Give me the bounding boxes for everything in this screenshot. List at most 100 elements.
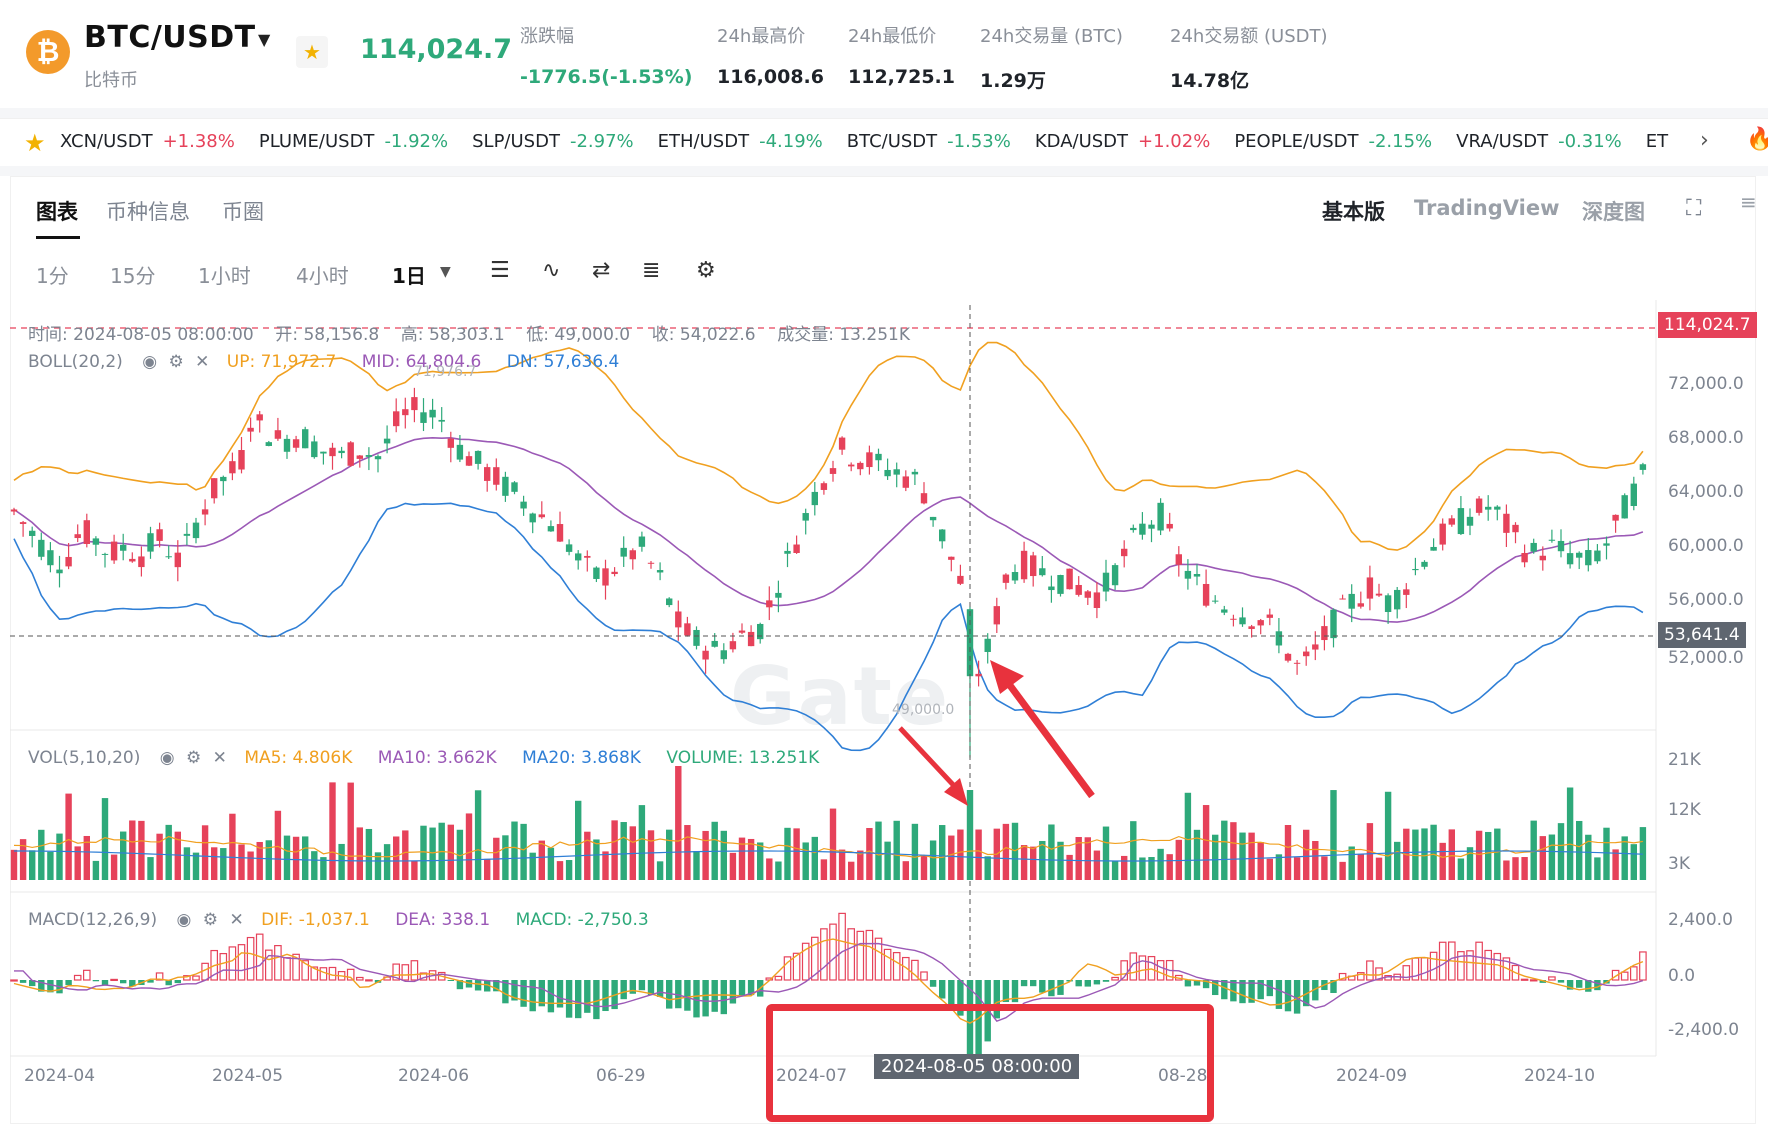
- close-icon[interactable]: ✕: [212, 748, 227, 768]
- indicator-icon[interactable]: ∿: [542, 258, 561, 283]
- candle-body: [1403, 589, 1410, 595]
- tab-coin-info[interactable]: 币种信息: [106, 200, 190, 224]
- candle-body: [738, 630, 746, 633]
- interval-15m[interactable]: 15分: [110, 264, 156, 288]
- ticker-symbol: BTC/USDT: [846, 131, 938, 152]
- eye-icon[interactable]: ◉: [159, 748, 175, 768]
- close-icon[interactable]: ✕: [195, 352, 210, 372]
- ticker-item[interactable]: KDA/USDT +1.02%: [1035, 131, 1210, 152]
- volume-bar: [957, 829, 964, 880]
- volume-bar: [265, 840, 272, 880]
- fullscreen-icon[interactable]: ⛶: [1686, 196, 1702, 221]
- macd-hist-bar: [1156, 960, 1165, 981]
- candle-body: [1421, 561, 1428, 567]
- volume-bar: [1184, 792, 1192, 880]
- gear-icon[interactable]: ⚙: [186, 748, 202, 768]
- ticker-item[interactable]: PEOPLE/USDT -2.15%: [1234, 131, 1432, 152]
- volume-bar: [1284, 825, 1292, 880]
- macd-hist-bar: [1420, 957, 1429, 981]
- ticker-item[interactable]: BTC/USDT -1.53%: [847, 131, 1011, 152]
- close-icon[interactable]: ✕: [229, 910, 244, 930]
- ticker-item[interactable]: ET: [1646, 131, 1678, 152]
- settings-icon[interactable]: ⚙: [696, 258, 716, 283]
- eye-icon[interactable]: ◉: [176, 910, 192, 930]
- swap-icon[interactable]: ⇄: [592, 258, 611, 283]
- favorite-star-icon[interactable]: ★: [296, 36, 328, 68]
- candle-body: [365, 455, 373, 457]
- volume-bar: [1603, 827, 1610, 880]
- view-tradingview[interactable]: TradingView: [1414, 196, 1560, 220]
- macd-hist-bar: [1147, 955, 1156, 981]
- interval-1d[interactable]: 1日: [392, 264, 426, 288]
- candle-body: [1130, 527, 1137, 531]
- current-price-tag: 114,024.7: [1658, 312, 1757, 338]
- volume-bar: [256, 841, 263, 880]
- gear-icon[interactable]: ⚙: [168, 352, 184, 372]
- volume-bar: [1594, 857, 1601, 880]
- macd-hist-bar: [783, 956, 792, 981]
- chevron-right-icon[interactable]: ›: [1700, 128, 1709, 153]
- volume-bar: [1576, 820, 1583, 880]
- view-depth[interactable]: 深度图: [1582, 200, 1645, 224]
- macd-hist-bar: [911, 959, 919, 981]
- candle-body: [456, 444, 464, 460]
- macd-dif: DIF: -1,037.1: [261, 910, 370, 930]
- stat-label: 24h最高价: [717, 26, 806, 47]
- candle-body: [1585, 550, 1592, 566]
- price-tick: 72,000.0: [1668, 374, 1744, 394]
- candle-body: [1011, 572, 1019, 581]
- candle-body: [1430, 546, 1437, 551]
- volume-bar: [693, 851, 700, 880]
- candle-body: [547, 526, 555, 532]
- list-icon[interactable]: ≣: [642, 258, 661, 283]
- chevron-down-icon[interactable]: ▼: [440, 264, 451, 280]
- macd-hist-bar: [110, 978, 118, 982]
- volume-bar: [884, 841, 891, 880]
- menu-icon[interactable]: ≡: [1740, 190, 1757, 214]
- candle-body: [1075, 584, 1082, 595]
- ticker-item[interactable]: ETH/USDT -4.19%: [658, 131, 823, 152]
- candle-body: [465, 456, 473, 466]
- ticker-item[interactable]: PLUME/USDT -1.92%: [259, 131, 448, 152]
- interval-1h[interactable]: 1小时: [198, 264, 251, 288]
- macd-hist-bar: [1275, 980, 1283, 1009]
- ohlc-high-label: 高:: [400, 325, 424, 345]
- fire-icon[interactable]: 🔥: [1746, 127, 1768, 152]
- interval-4h[interactable]: 4小时: [296, 264, 349, 288]
- view-basic[interactable]: 基本版: [1322, 200, 1385, 224]
- gear-icon[interactable]: ⚙: [202, 910, 219, 930]
- chevron-down-icon[interactable]: ▼: [258, 30, 271, 49]
- ticker-item[interactable]: VRA/USDT -0.31%: [1456, 131, 1622, 152]
- candle-body: [802, 513, 809, 521]
- pair-selector[interactable]: BTC/USDT: [84, 20, 256, 55]
- bitcoin-logo-icon: ₿: [26, 30, 70, 74]
- stat-turnover-usdt: 24h交易额 (USDT) 14.78亿: [1170, 22, 1328, 93]
- ohlc-open: 58,156.8: [303, 325, 380, 345]
- candle-type-icon[interactable]: ☰: [490, 258, 510, 283]
- volume-bar: [611, 820, 618, 880]
- candle-body: [575, 553, 582, 561]
- ohlc-time-label: 时间:: [28, 325, 68, 345]
- macd-hist-bar: [838, 912, 846, 981]
- candle-body: [201, 509, 209, 515]
- tab-coin-circle[interactable]: 币圈: [222, 200, 264, 224]
- volume-bar: [338, 843, 345, 880]
- interval-1m[interactable]: 1分: [36, 264, 69, 288]
- macd-dea: DEA: 338.1: [395, 910, 491, 930]
- eye-icon[interactable]: ◉: [142, 352, 158, 372]
- macd-hist-bar: [1011, 980, 1019, 1003]
- ticker-symbol: ET: [1645, 131, 1669, 152]
- tab-chart[interactable]: 图表: [36, 200, 78, 224]
- ohlc-close-label: 收:: [651, 325, 675, 345]
- ticker-item[interactable]: SLP/USDT -2.97%: [472, 131, 634, 152]
- stat-volume-btc: 24h交易量 (BTC) 1.29万: [980, 22, 1123, 93]
- volume-bar: [1239, 832, 1246, 880]
- volume-bar: [647, 830, 655, 880]
- vol-ma20: MA20: 3.868K: [522, 748, 641, 768]
- time-tick: 06-29: [596, 1066, 646, 1086]
- ticker-item[interactable]: XCN/USDT +1.38%: [60, 131, 235, 152]
- macd-hist-bar: [656, 980, 664, 997]
- macd-hist-bar: [1493, 952, 1502, 981]
- volume-bar: [948, 835, 955, 880]
